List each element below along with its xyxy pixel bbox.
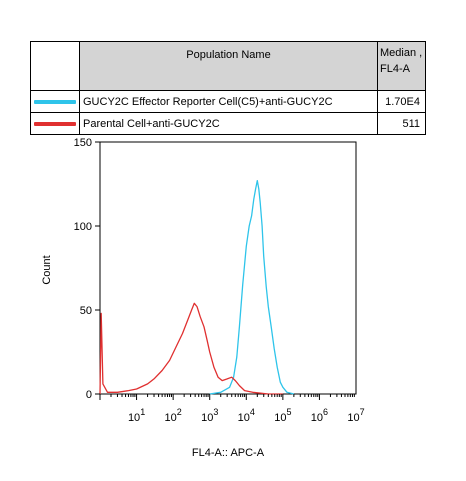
x-tick-label: 106 xyxy=(311,407,328,424)
legend-swatch-parental xyxy=(34,121,76,126)
legend-row-median: 511 xyxy=(377,112,426,135)
y-axis-label: Count xyxy=(41,255,53,284)
y-tick-label: 100 xyxy=(74,221,92,233)
series-line-reporter xyxy=(209,179,295,395)
y-tick-label: 150 xyxy=(74,137,92,149)
y-tick-label: 50 xyxy=(80,305,92,317)
x-tick-label: 101 xyxy=(128,407,145,424)
legend-row-median: 1.70E4 xyxy=(377,90,426,113)
y-tick-label: 0 xyxy=(86,389,92,401)
x-axis-label: FL4-A:: APC-A xyxy=(192,447,265,459)
legend-row: GUCY2C Effector Reporter Cell(C5)+anti-G… xyxy=(30,90,426,113)
legend-header-median-line1: Median , xyxy=(380,47,423,59)
legend-row-name: GUCY2C Effector Reporter Cell(C5)+anti-G… xyxy=(79,90,378,113)
legend-row-name: Parental Cell+anti-GUCY2C xyxy=(79,112,378,135)
legend-header-median-line2: FL4-A xyxy=(380,63,410,75)
x-tick-label: 105 xyxy=(274,407,291,424)
x-tick-label: 104 xyxy=(238,407,255,424)
series-line-parental xyxy=(99,302,283,395)
legend-header-median: Median , FL4-A xyxy=(377,41,426,91)
legend-header-swatch-cell xyxy=(30,41,80,91)
legend-row: Parental Cell+anti-GUCY2C 511 xyxy=(30,112,426,135)
legend-swatch-reporter xyxy=(34,99,76,104)
x-tick-label: 102 xyxy=(165,407,182,424)
x-tick-label: 107 xyxy=(347,407,364,424)
legend-table: Population Name Median , FL4-A GUCY2C Ef… xyxy=(30,41,426,135)
plot-frame xyxy=(99,141,357,395)
x-tick-label: 103 xyxy=(201,407,218,424)
